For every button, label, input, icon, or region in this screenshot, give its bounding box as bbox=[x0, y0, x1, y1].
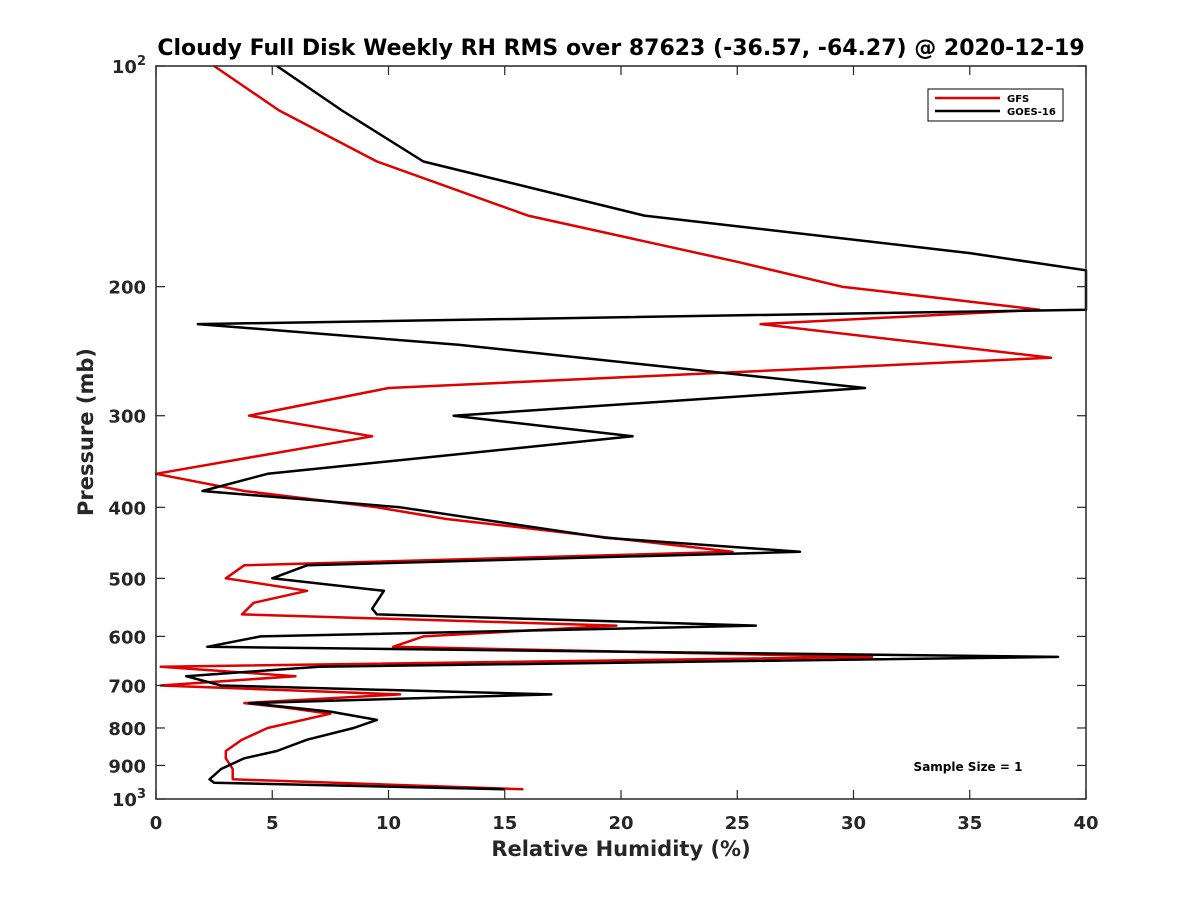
y-tick-label-exponent: 3 bbox=[137, 787, 146, 802]
series-layer bbox=[154, 64, 1088, 791]
y-tick-label: 200 bbox=[108, 278, 146, 299]
chart-title: Cloudy Full Disk Weekly RH RMS over 8762… bbox=[157, 36, 1084, 61]
y-tick-label: 900 bbox=[108, 756, 146, 777]
legend-box bbox=[927, 88, 1064, 122]
y-tick-label: 800 bbox=[108, 719, 146, 740]
x-tick-label: 15 bbox=[492, 813, 517, 834]
x-tick-label: 25 bbox=[725, 813, 750, 834]
y-tick-label: 700 bbox=[108, 676, 146, 697]
y-tick-label: 600 bbox=[108, 627, 146, 648]
y-tick-label: 400 bbox=[108, 498, 146, 519]
y-tick-label: 103 bbox=[112, 787, 146, 811]
y-tick-label-base: 10 bbox=[112, 57, 137, 78]
x-tick-label: 10 bbox=[376, 813, 401, 834]
x-tick-label: 0 bbox=[150, 813, 163, 834]
y-tick-label: 102 bbox=[112, 54, 146, 78]
y-axis-label: Pressure (mb) bbox=[74, 348, 98, 516]
legend-label: GFS bbox=[1007, 94, 1029, 105]
plot-frame bbox=[155, 65, 1087, 800]
sample-size-annotation: Sample Size = 1 bbox=[914, 760, 1023, 774]
x-tick-label: 5 bbox=[266, 813, 279, 834]
legend: GFS GOES-16 bbox=[927, 88, 1064, 122]
series-line-goes-16 bbox=[184, 64, 1088, 791]
y-tick-label: 500 bbox=[108, 569, 146, 590]
x-axis-ticks: 0 5 10 15 20 25 30 35 40 bbox=[150, 66, 1099, 834]
legend-label: GOES-16 bbox=[1007, 107, 1056, 118]
y-tick-label-base: 10 bbox=[112, 790, 137, 811]
y-tick-label: 300 bbox=[108, 407, 146, 428]
x-tick-label: 35 bbox=[957, 813, 982, 834]
x-tick-label: 40 bbox=[1073, 813, 1098, 834]
x-tick-label: 30 bbox=[841, 813, 866, 834]
x-axis-label: Relative Humidity (%) bbox=[491, 837, 750, 861]
y-tick-label-exponent: 2 bbox=[137, 54, 146, 69]
series-line-gfs bbox=[154, 64, 1053, 791]
x-tick-label: 20 bbox=[608, 813, 633, 834]
